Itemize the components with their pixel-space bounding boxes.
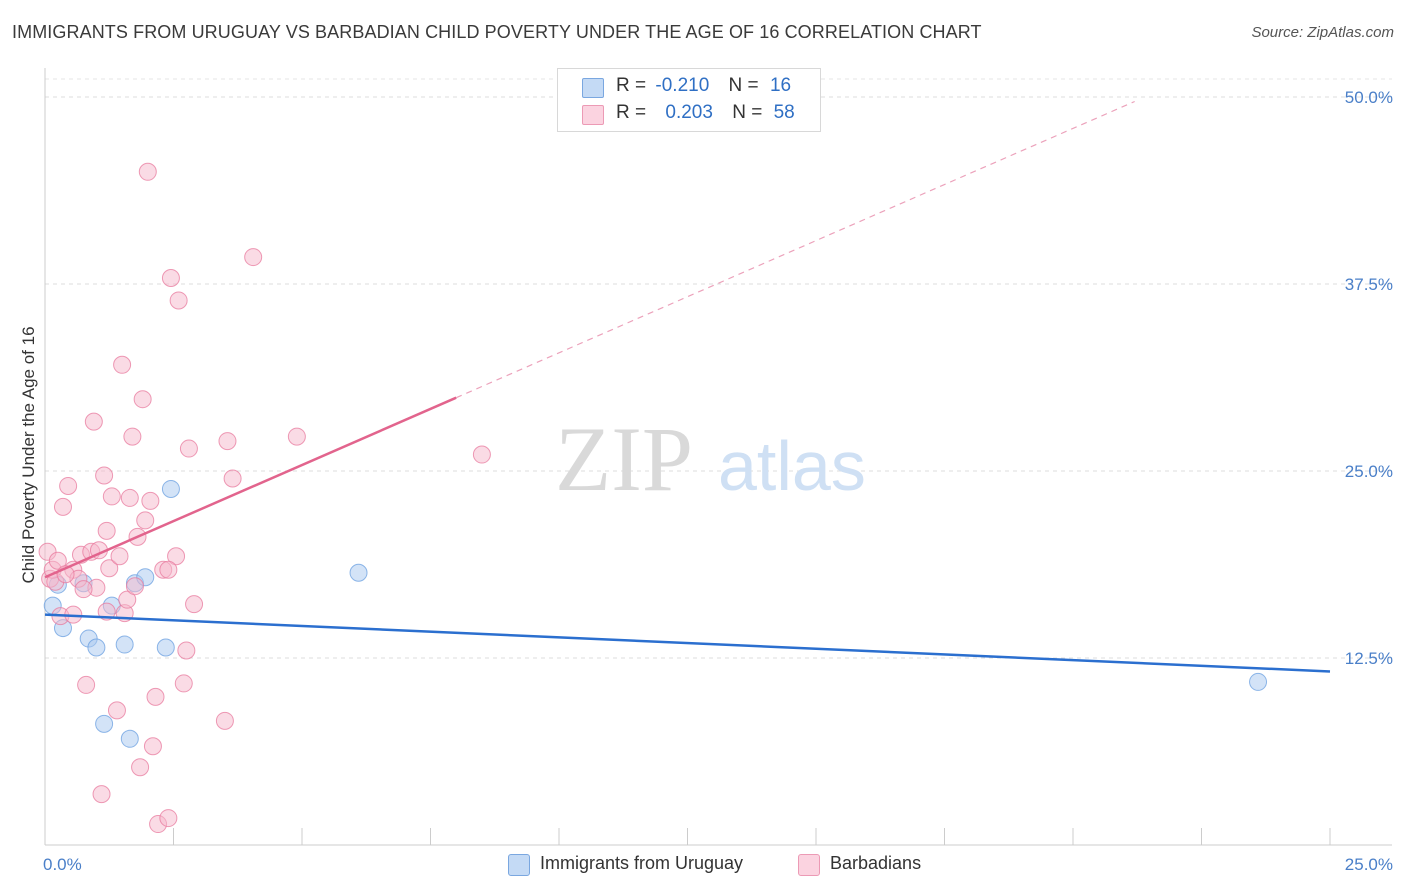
data-point	[244, 248, 263, 267]
data-point	[107, 701, 126, 720]
legend-n-label: N =	[732, 102, 763, 123]
data-point	[120, 729, 139, 748]
x-tick-label: 0.0%	[43, 855, 82, 874]
data-point	[74, 580, 93, 599]
legend-r-label: R =	[616, 75, 647, 96]
data-point	[77, 675, 96, 694]
data-point	[120, 488, 139, 507]
legend-r-value: -0.210	[655, 75, 710, 96]
axes	[44, 68, 1392, 846]
grid-lines	[45, 78, 1392, 659]
data-point	[48, 551, 67, 570]
data-point	[136, 511, 155, 530]
data-point	[167, 547, 186, 566]
legend-n-value: 58	[773, 102, 795, 123]
data-point	[161, 269, 180, 288]
data-point	[287, 427, 306, 446]
data-point	[161, 479, 180, 498]
legend-n-label: N =	[728, 75, 759, 96]
data-point	[59, 476, 78, 495]
data-point	[113, 355, 132, 374]
data-point	[223, 469, 242, 488]
bottom-legend-label-uruguay: Immigrants from Uruguay	[540, 853, 744, 873]
data-point	[146, 687, 165, 706]
y-tick-label: 50.0%	[1345, 88, 1393, 107]
y-tick-label: 37.5%	[1345, 275, 1393, 294]
data-point	[97, 521, 116, 540]
source-label: Source: ZipAtlas.com	[1251, 24, 1394, 41]
data-point	[179, 439, 198, 458]
chart-title: IMMIGRANTS FROM URUGUAY VS BARBADIAN CHI…	[12, 22, 982, 42]
legend-swatch-uruguay	[582, 78, 604, 98]
legend-r-value: 0.203	[665, 102, 713, 123]
data-point	[115, 635, 134, 654]
data-point	[472, 445, 491, 464]
bottom-legend-label-barbadians: Barbadians	[830, 853, 922, 873]
data-point	[141, 491, 160, 510]
data-point	[84, 412, 103, 431]
legend: R = -0.210 N = 16 R = 0.203 N = 58	[557, 68, 821, 132]
data-point	[133, 390, 152, 409]
data-point	[185, 595, 204, 614]
watermark: ZIP atlas	[555, 408, 866, 510]
data-point	[138, 162, 157, 181]
data-point	[125, 577, 144, 596]
trend-line-uruguay	[44, 613, 1331, 673]
data-point	[95, 714, 114, 733]
y-tick-label: 12.5%	[1345, 649, 1393, 668]
legend-r-label: R =	[616, 102, 647, 123]
series-uruguay	[43, 479, 1268, 748]
data-point	[92, 785, 111, 804]
data-point	[110, 547, 129, 566]
y-tick-label: 25.0%	[1345, 462, 1393, 481]
x-tick-label: 25.0%	[1345, 855, 1393, 874]
data-point	[143, 737, 162, 756]
data-point	[349, 563, 368, 582]
data-point	[102, 487, 121, 506]
data-point	[218, 432, 237, 451]
data-point	[131, 758, 150, 777]
y-axis-label: Child Poverty Under the Age of 16	[19, 326, 38, 583]
trend-lines	[44, 100, 1331, 673]
data-point	[177, 641, 196, 660]
legend-swatch-barbadians	[582, 105, 604, 125]
legend-n-value: 16	[769, 75, 792, 96]
data-point	[97, 602, 116, 621]
data-point	[100, 559, 119, 578]
trend-line-barbadians-extension	[455, 100, 1135, 399]
data-point	[1249, 672, 1268, 691]
data-point	[87, 638, 106, 657]
bottom-legend-swatch-barbadians	[798, 854, 820, 876]
data-point	[53, 497, 72, 516]
data-points	[38, 162, 1268, 834]
trend-line-barbadians	[44, 396, 457, 579]
data-point	[159, 809, 178, 828]
bottom-legend-swatch-uruguay	[508, 854, 530, 876]
data-point	[123, 427, 142, 446]
data-point	[118, 590, 137, 609]
data-point	[174, 674, 193, 693]
data-point	[215, 711, 234, 730]
data-point	[156, 638, 175, 657]
data-point	[159, 560, 178, 579]
watermark-zip: ZIP	[555, 408, 693, 510]
watermark-atlas: atlas	[718, 427, 866, 505]
data-point	[95, 466, 114, 485]
tick-labels: 12.5% 25.0% 37.5% 50.0% 0.0% 25.0%	[43, 88, 1393, 874]
data-point	[169, 291, 188, 310]
series-barbadians	[38, 162, 491, 834]
